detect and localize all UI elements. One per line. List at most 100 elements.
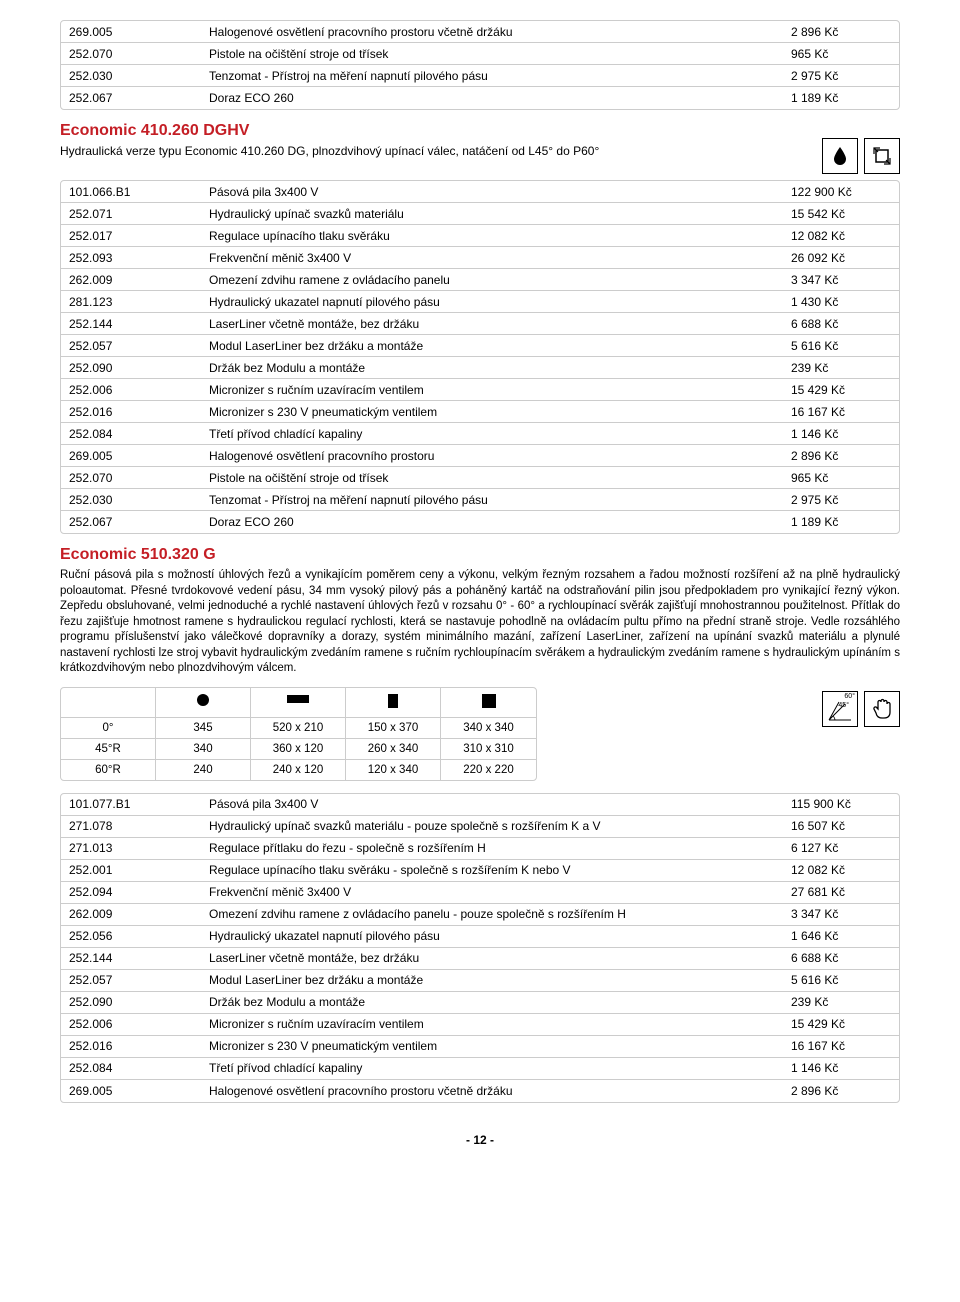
item-code: 252.016 (69, 1039, 209, 1053)
item-price: 239 Kč (791, 995, 891, 1009)
item-desc: Regulace přítlaku do řezu - společně s r… (209, 841, 791, 855)
capacity-cell: 260 x 340 (346, 739, 441, 759)
item-price: 2 896 Kč (791, 1084, 891, 1098)
item-desc: Pistole na očištění stroje od třísek (209, 471, 791, 485)
item-price: 1 430 Kč (791, 295, 891, 309)
item-code: 252.030 (69, 69, 209, 83)
table-row: 271.078Hydraulický upínač svazků materiá… (61, 816, 899, 838)
item-code: 252.056 (69, 929, 209, 943)
item-code: 252.006 (69, 383, 209, 397)
item-desc: Třetí přívod chladící kapaliny (209, 1061, 791, 1075)
item-code: 252.006 (69, 1017, 209, 1031)
capacity-body: 0°345520 x 210150 x 370340 x 34045°R3403… (61, 718, 536, 780)
item-price: 16 167 Kč (791, 405, 891, 419)
page-number: - 12 - (60, 1133, 900, 1147)
tall-rect-icon (388, 694, 398, 708)
item-price: 115 900 Kč (791, 797, 891, 811)
square-icon (482, 694, 496, 708)
item-price: 2 975 Kč (791, 69, 891, 83)
item-price: 1 646 Kč (791, 929, 891, 943)
item-desc: Tenzomat - Přístroj na měření napnutí pi… (209, 493, 791, 507)
item-desc: Halogenové osvětlení pracovního prostoru… (209, 1084, 791, 1098)
item-code: 252.057 (69, 339, 209, 353)
table-row: 252.006Micronizer s ručním uzavíracím ve… (61, 1014, 899, 1036)
table-row: 252.093Frekvenční měnič 3x400 V26 092 Kč (61, 247, 899, 269)
rect-icon (287, 695, 309, 703)
capacity-cell: 120 x 340 (346, 760, 441, 780)
item-desc: Halogenové osvětlení pracovního prostoru (209, 449, 791, 463)
item-code: 252.093 (69, 251, 209, 265)
table-row: 269.005Halogenové osvětlení pracovního p… (61, 21, 899, 43)
item-price: 16 167 Kč (791, 1039, 891, 1053)
item-desc: Hydraulický upínač svazků materiálu - po… (209, 819, 791, 833)
item-price: 12 082 Kč (791, 229, 891, 243)
item-desc: Držák bez Modulu a montáže (209, 995, 791, 1009)
capacity-cell: 0° (61, 718, 156, 738)
item-desc: Regulace upínacího tlaku svěráku (209, 229, 791, 243)
item-price: 5 616 Kč (791, 973, 891, 987)
item-code: 262.009 (69, 273, 209, 287)
item-code: 271.078 (69, 819, 209, 833)
table-row: 252.057Modul LaserLiner bez držáku a mon… (61, 970, 899, 992)
item-code: 252.084 (69, 1061, 209, 1075)
table-row: 271.013Regulace přítlaku do řezu - spole… (61, 838, 899, 860)
item-price: 16 507 Kč (791, 819, 891, 833)
item-price: 965 Kč (791, 471, 891, 485)
capacity-cell: 60°R (61, 760, 156, 780)
item-price: 3 347 Kč (791, 273, 891, 287)
item-desc: Micronizer s ručním uzavíracím ventilem (209, 383, 791, 397)
item-code: 252.070 (69, 47, 209, 61)
table-row: 252.084Třetí přívod chladící kapaliny1 1… (61, 1058, 899, 1080)
table-row: 252.016Micronizer s 230 V pneumatickým v… (61, 1036, 899, 1058)
item-desc: Pistole na očištění stroje od třísek (209, 47, 791, 61)
item-desc: Regulace upínacího tlaku svěráku - spole… (209, 863, 791, 877)
item-desc: Frekvenční měnič 3x400 V (209, 885, 791, 899)
capacity-cell: 360 x 120 (251, 739, 346, 759)
item-desc: Micronizer s 230 V pneumatickým ventilem (209, 405, 791, 419)
capacity-header (61, 688, 536, 718)
table-row: 101.077.B1Pásová pila 3x400 V115 900 Kč (61, 794, 899, 816)
item-code: 252.030 (69, 493, 209, 507)
item-desc: Modul LaserLiner bez držáku a montáže (209, 339, 791, 353)
item-code: 101.066.B1 (69, 185, 209, 199)
item-code: 262.009 (69, 907, 209, 921)
item-code: 252.071 (69, 207, 209, 221)
item-price: 15 542 Kč (791, 207, 891, 221)
item-code: 252.090 (69, 361, 209, 375)
item-code: 252.001 (69, 863, 209, 877)
item-desc: Hydraulický ukazatel napnutí pilového pá… (209, 295, 791, 309)
price-table-2: 101.066.B1Pásová pila 3x400 V122 900 Kč 2… (60, 180, 900, 534)
item-code: 271.013 (69, 841, 209, 855)
item-price: 6 688 Kč (791, 951, 891, 965)
item-desc: Doraz ECO 260 (209, 515, 791, 529)
table-row: 252.001Regulace upínacího tlaku svěráku … (61, 860, 899, 882)
price-table-3: 101.077.B1Pásová pila 3x400 V115 900 Kč2… (60, 793, 900, 1103)
item-price: 1 146 Kč (791, 427, 891, 441)
capacity-cell: 220 x 220 (441, 760, 536, 780)
item-price: 6 127 Kč (791, 841, 891, 855)
item-code: 101.077.B1 (69, 797, 209, 811)
table-row: 252.070Pistole na očištění stroje od tří… (61, 467, 899, 489)
item-desc: Doraz ECO 260 (209, 91, 791, 105)
capacity-cell: 45°R (61, 739, 156, 759)
table-row: 252.090Držák bez Modulu a montáže239 Kč (61, 992, 899, 1014)
table-row: 101.066.B1Pásová pila 3x400 V122 900 Kč (61, 181, 899, 203)
item-desc: Omezení zdvihu ramene z ovládacího panel… (209, 273, 791, 287)
item-code: 269.005 (69, 25, 209, 39)
table-row: 252.070Pistole na očištění stroje od tří… (61, 43, 899, 65)
table-row: 252.094Frekvenční měnič 3x400 V27 681 Kč (61, 882, 899, 904)
section-desc-2: Ruční pásová pila s možností úhlových ře… (60, 568, 900, 677)
table-row: 252.030Tenzomat - Přístroj na měření nap… (61, 65, 899, 87)
price-table-1: 269.005Halogenové osvětlení pracovního p… (60, 20, 900, 110)
item-code: 252.057 (69, 973, 209, 987)
capacity-cell: 310 x 310 (441, 739, 536, 759)
item-desc: Třetí přívod chladící kapaliny (209, 427, 791, 441)
table-row: 252.017Regulace upínacího tlaku svěráku1… (61, 225, 899, 247)
table-row: 252.006Micronizer s ručním uzavíracím ve… (61, 379, 899, 401)
item-price: 12 082 Kč (791, 863, 891, 877)
item-price: 26 092 Kč (791, 251, 891, 265)
item-price: 27 681 Kč (791, 885, 891, 899)
item-desc: Držák bez Modulu a montáže (209, 361, 791, 375)
icon-row-2: 60° 45° (822, 691, 900, 727)
item-code: 252.016 (69, 405, 209, 419)
